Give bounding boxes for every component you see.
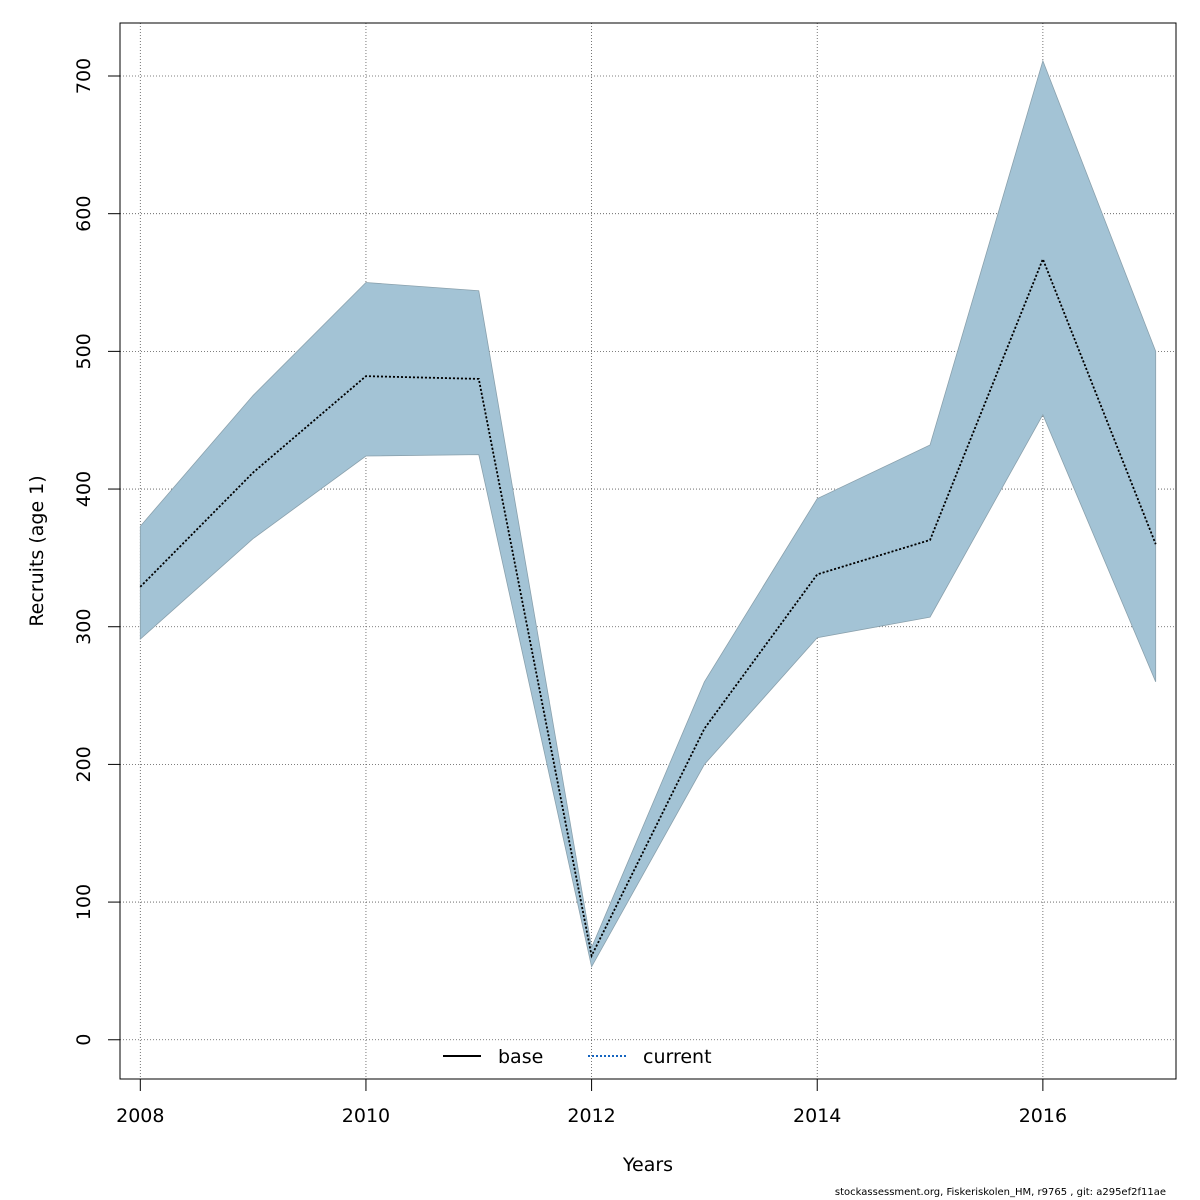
series-layer <box>139 256 1157 959</box>
legend-current-label: current <box>643 1046 712 1068</box>
x-tick-label-2014: 2014 <box>793 1105 841 1127</box>
x-tick-label-2008: 2008 <box>116 1105 164 1127</box>
footer-credit: stockassessment.org, Fiskeriskolen_HM, r… <box>834 1187 1166 1198</box>
x-tick-label-2010: 2010 <box>342 1105 390 1127</box>
x-axis: 2008 2010 2012 2014 2016 <box>116 1078 1067 1127</box>
x-tick-label-2016: 2016 <box>1019 1105 1067 1127</box>
series-line-current <box>139 257 1157 958</box>
y-axis-title: Recruits (age 1) <box>26 475 48 626</box>
legend-base-label: base <box>498 1046 543 1068</box>
y-tick-label-700: 700 <box>73 58 95 94</box>
y-tick-label-500: 500 <box>73 333 95 369</box>
y-tick-label-400: 400 <box>73 471 95 507</box>
x-tick-label-2012: 2012 <box>567 1105 615 1127</box>
x-axis-title: Years <box>622 1154 673 1176</box>
confidence-band-layer <box>139 59 1157 968</box>
y-axis: 0 100 200 300 400 500 600 700 <box>73 58 121 1046</box>
y-tick-label-600: 600 <box>73 196 95 232</box>
confidence-band <box>139 59 1157 968</box>
y-tick-label-300: 300 <box>73 609 95 645</box>
legend: base current <box>443 1046 712 1068</box>
y-tick-label-200: 200 <box>73 746 95 782</box>
y-tick-label-0: 0 <box>73 1034 95 1046</box>
y-tick-label-100: 100 <box>73 884 95 920</box>
